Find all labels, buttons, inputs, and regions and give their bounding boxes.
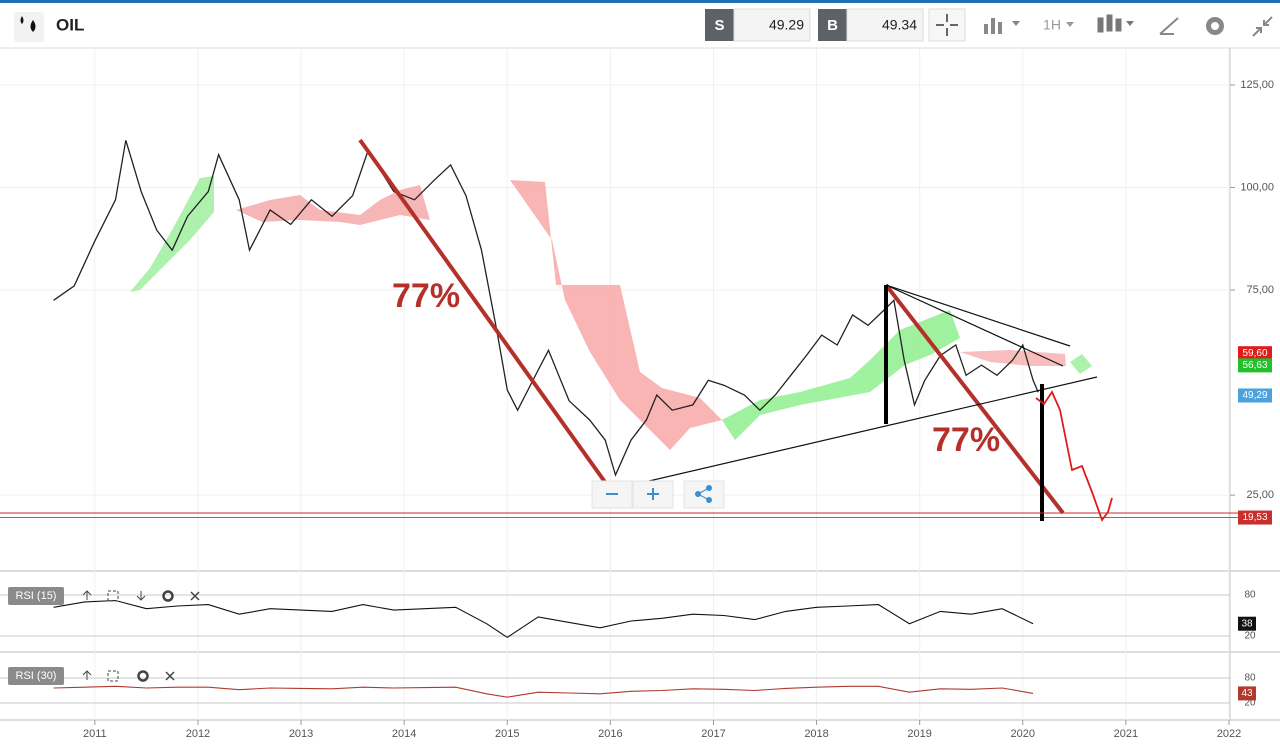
indicator-line [53, 599, 1034, 639]
buy-price-box[interactable] [846, 8, 924, 42]
x-tick-label: 2022 [1217, 728, 1241, 740]
y-tick-label: 80 [1244, 590, 1256, 601]
move-down-icon [136, 591, 146, 601]
x-tick-label: 2020 [1011, 728, 1035, 740]
share-button[interactable] [683, 480, 725, 509]
x-tick-label: 2018 [804, 728, 828, 740]
price-label-box [1238, 510, 1272, 525]
indicator-name: RSI (30) [16, 670, 57, 682]
crosshair-button[interactable] [928, 8, 966, 42]
trend-drawings [0, 138, 1238, 522]
x-tick-label: 2014 [392, 728, 416, 740]
y-tick-label: 80 [1244, 673, 1256, 684]
x-tick-label: 2012 [186, 728, 210, 740]
timeframe-arrow[interactable] [1066, 22, 1074, 27]
y-tick-label: 20 [1244, 698, 1256, 709]
price-label: 56,63 [1242, 360, 1267, 371]
symbol: OIL [56, 15, 84, 34]
x-tick-label: 2017 [701, 728, 725, 740]
indicator-tag [8, 667, 64, 685]
draw-button[interactable] [1159, 17, 1179, 35]
indicator-tools [82, 590, 200, 602]
indicator-line [53, 685, 1034, 698]
indicator-tools [82, 670, 175, 682]
x-tick-label: 2011 [83, 728, 107, 740]
settings-icon [137, 670, 149, 682]
price-label: 59,60 [1242, 348, 1267, 359]
x-tick-label: 2019 [907, 728, 931, 740]
oil-icon [14, 12, 44, 42]
price-label-box [1238, 346, 1272, 361]
indicator-value-box [1238, 616, 1256, 631]
price-layer [0, 140, 1238, 518]
timeframe[interactable]: 1H [1043, 17, 1061, 33]
zoom-out-button[interactable] [591, 480, 633, 509]
y-tick-label: 25,00 [1246, 489, 1274, 501]
indicator-value: 38 [1241, 618, 1253, 629]
y-tick-label: 75,00 [1246, 284, 1274, 296]
x-tick-label: 2016 [598, 728, 622, 740]
x-tick-label: 2021 [1114, 728, 1138, 740]
price-line [53, 140, 1039, 477]
indicator-tag [8, 587, 64, 605]
header-bar [0, 0, 1280, 48]
collapse-button[interactable] [1252, 16, 1273, 37]
close-icon [190, 591, 200, 601]
indicator-value: 43 [1241, 688, 1253, 699]
top-border [0, 0, 1280, 3]
annotation: 77% [392, 277, 460, 315]
expand-icon [107, 590, 119, 602]
zoom-in-button[interactable] [632, 480, 674, 509]
move-up-icon [82, 670, 92, 680]
price-label: 19,53 [1242, 512, 1267, 523]
annotation: 77% [932, 421, 1000, 459]
y-tick-label: 125,00 [1240, 79, 1274, 91]
y-tick-label: 20 [1244, 631, 1256, 642]
move-up-icon [82, 590, 92, 600]
x-tick-label: 2015 [495, 728, 519, 740]
candles-button[interactable] [1097, 14, 1134, 33]
buy-button[interactable] [818, 9, 847, 41]
sell-button[interactable] [705, 9, 734, 41]
sell-price-box[interactable] [733, 8, 811, 42]
y-tick-label: 100,00 [1240, 181, 1274, 193]
expand-icon [107, 670, 119, 682]
buy-label[interactable]: B [827, 17, 838, 34]
chart-type-button[interactable] [984, 18, 1020, 34]
x-tick-label: 2013 [289, 728, 313, 740]
settings-button[interactable] [1206, 17, 1224, 35]
grid-layer [0, 48, 1230, 720]
sell-price[interactable]: 49.29 [769, 17, 804, 33]
price-label-box [1238, 358, 1272, 373]
indicator-name: RSI (15) [16, 590, 57, 602]
settings-icon [162, 590, 174, 602]
close-icon [165, 671, 175, 681]
price-label-box [1238, 388, 1272, 403]
indicator-value-box [1238, 686, 1256, 701]
sell-label[interactable]: S [714, 17, 724, 34]
price-label: 49,29 [1242, 390, 1267, 401]
buy-price[interactable]: 49.34 [882, 17, 917, 33]
